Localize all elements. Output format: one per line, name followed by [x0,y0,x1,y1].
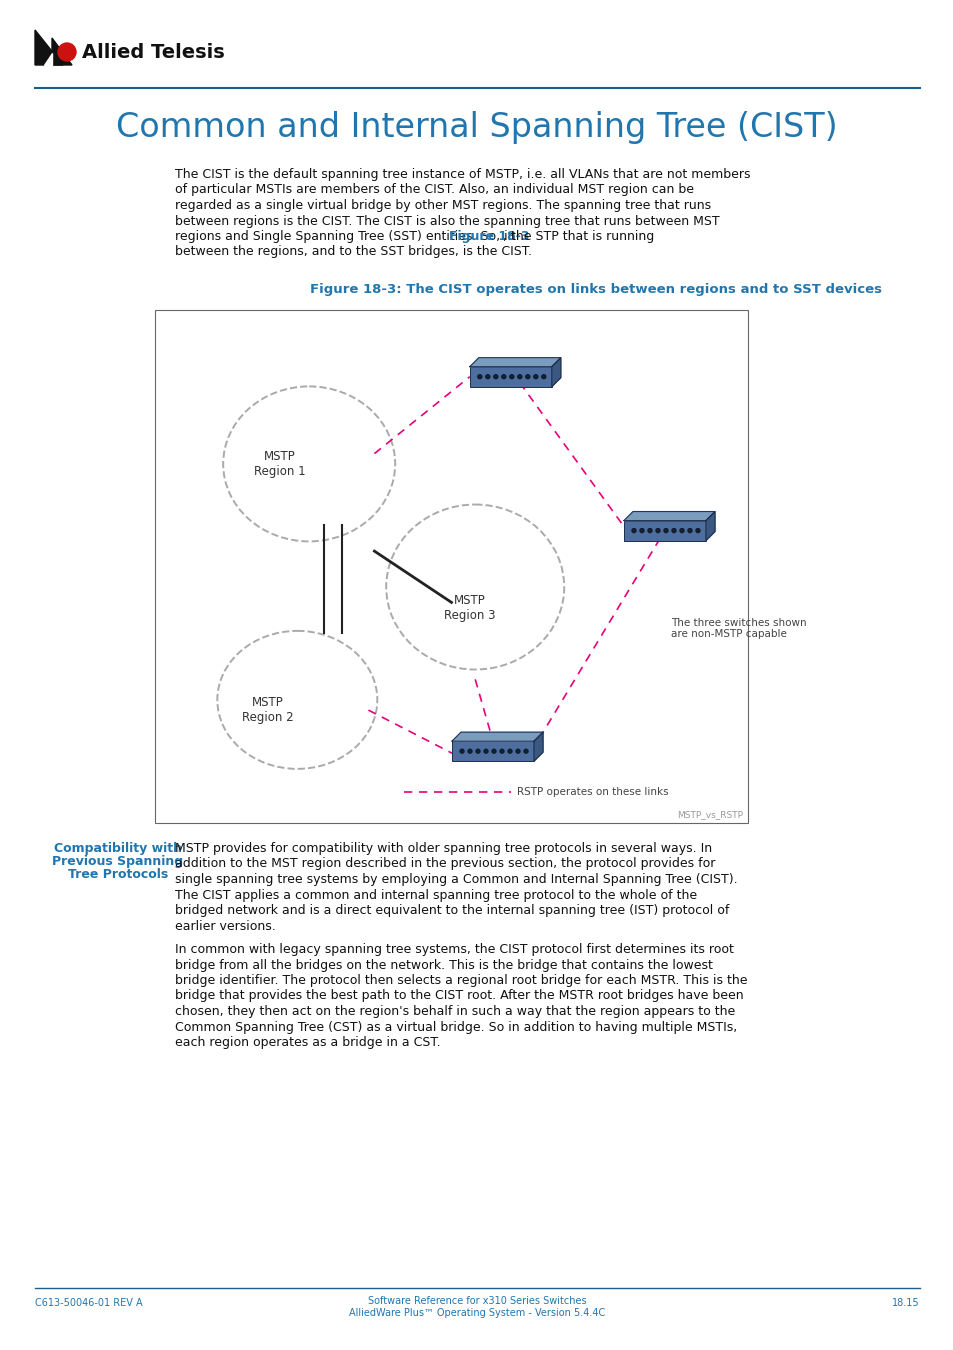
Circle shape [631,529,636,533]
Polygon shape [452,732,542,741]
Text: Figure 18-3: Figure 18-3 [449,230,529,243]
Polygon shape [705,512,714,540]
Circle shape [58,43,76,61]
Text: Common and Internal Spanning Tree (CIST): Common and Internal Spanning Tree (CIST) [116,112,837,144]
Polygon shape [52,38,71,65]
Circle shape [534,375,537,379]
Circle shape [508,749,512,753]
Polygon shape [35,30,63,65]
Text: Allied Telesis: Allied Telesis [82,43,225,62]
Text: MSTP
Region 1: MSTP Region 1 [253,450,305,478]
Text: addition to the MST region described in the previous section, the protocol provi: addition to the MST region described in … [174,857,715,871]
Bar [452,741,534,761]
Text: 18.15: 18.15 [891,1297,919,1308]
Circle shape [663,529,667,533]
Text: chosen, they then act on the region's behalf in such a way that the region appea: chosen, they then act on the region's be… [174,1004,735,1018]
Text: RSTP operates on these links: RSTP operates on these links [517,787,668,798]
Bar [154,310,747,824]
Circle shape [679,529,683,533]
Bar [469,367,551,386]
Text: between the regions, and to the SST bridges, is the CIST.: between the regions, and to the SST brid… [174,246,532,258]
Text: Figure 18-3: The CIST operates on links between regions and to SST devices: Figure 18-3: The CIST operates on links … [310,284,882,297]
Text: Tree Protocols: Tree Protocols [68,868,168,882]
Circle shape [517,375,521,379]
Polygon shape [623,512,714,521]
Circle shape [509,375,514,379]
Text: between regions is the CIST. The CIST is also the spanning tree that runs betwee: between regions is the CIST. The CIST is… [174,215,719,228]
Text: MSTP
Region 2: MSTP Region 2 [242,697,294,724]
Text: each region operates as a bridge in a CST.: each region operates as a bridge in a CS… [174,1035,440,1049]
Text: Compatibility with: Compatibility with [54,842,182,855]
Text: single spanning tree systems by employing a Common and Internal Spanning Tree (C: single spanning tree systems by employin… [174,873,737,886]
Text: MSTP
Region 3: MSTP Region 3 [443,594,495,621]
Circle shape [671,529,676,533]
Circle shape [541,375,545,379]
Circle shape [639,529,643,533]
Circle shape [492,749,496,753]
Text: MSTP provides for compatibility with older spanning tree protocols in several wa: MSTP provides for compatibility with old… [174,842,711,855]
Circle shape [477,375,481,379]
Text: The CIST applies a common and internal spanning tree protocol to the whole of th: The CIST applies a common and internal s… [174,888,697,902]
Text: C613-50046-01 REV A: C613-50046-01 REV A [35,1297,143,1308]
Text: of particular MSTIs are members of the CIST. Also, an individual MST region can : of particular MSTIs are members of the C… [174,184,693,197]
Circle shape [687,529,691,533]
Text: , the STP that is running: , the STP that is running [503,230,654,243]
Polygon shape [469,358,560,367]
Circle shape [656,529,659,533]
Text: The three switches shown
are non-MSTP capable: The three switches shown are non-MSTP ca… [670,618,805,640]
Circle shape [499,749,503,753]
Polygon shape [44,53,52,65]
Circle shape [525,375,529,379]
Polygon shape [534,732,542,761]
Text: The CIST is the default spanning tree instance of MSTP, i.e. all VLANs that are : The CIST is the default spanning tree in… [174,167,750,181]
Text: regarded as a single virtual bridge by other MST regions. The spanning tree that: regarded as a single virtual bridge by o… [174,198,710,212]
Text: In common with legacy spanning tree systems, the CIST protocol first determines : In common with legacy spanning tree syst… [174,944,733,956]
Text: MSTP_vs_RSTP: MSTP_vs_RSTP [677,810,742,819]
Circle shape [523,749,527,753]
Text: bridged network and is a direct equivalent to the internal spanning tree (IST) p: bridged network and is a direct equivale… [174,904,729,917]
Circle shape [516,749,519,753]
Circle shape [696,529,700,533]
Bar [623,521,705,540]
Circle shape [494,375,497,379]
Text: AlliedWare Plus™ Operating System - Version 5.4.4C: AlliedWare Plus™ Operating System - Vers… [349,1308,604,1318]
Text: Common Spanning Tree (CST) as a virtual bridge. So in addition to having multipl: Common Spanning Tree (CST) as a virtual … [174,1021,737,1034]
Circle shape [647,529,651,533]
Text: Software Reference for x310 Series Switches: Software Reference for x310 Series Switc… [367,1296,586,1305]
Circle shape [468,749,472,753]
Circle shape [459,749,463,753]
Text: bridge that provides the best path to the CIST root. After the MSTR root bridges: bridge that provides the best path to th… [174,990,742,1003]
Circle shape [485,375,489,379]
Circle shape [501,375,505,379]
Text: regions and Single Spanning Tree (SST) entities. So, in: regions and Single Spanning Tree (SST) e… [174,230,519,243]
Circle shape [476,749,479,753]
Text: bridge identifier. The protocol then selects a regional root bridge for each MST: bridge identifier. The protocol then sel… [174,973,747,987]
Polygon shape [551,358,560,386]
Circle shape [483,749,488,753]
Text: earlier versions.: earlier versions. [174,919,275,933]
Text: Previous Spanning: Previous Spanning [52,855,183,868]
Text: bridge from all the bridges on the network. This is the bridge that contains the: bridge from all the bridges on the netwo… [174,958,712,972]
